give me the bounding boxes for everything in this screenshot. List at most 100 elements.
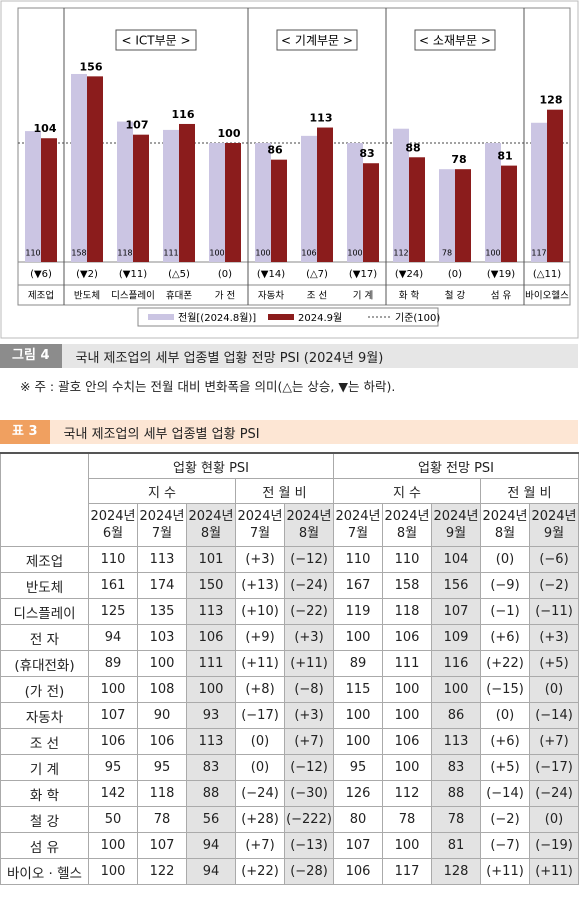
table-cell: 100 [333, 702, 383, 729]
period-year: 2024년 [482, 509, 528, 524]
table-cell: (+28) [235, 806, 285, 833]
table-cell: 94 [186, 858, 236, 885]
header-row: 업황 현황 PSI 업황 전망 PSI [0, 452, 579, 547]
change-label: (▼6) [30, 269, 52, 280]
bar [301, 135, 317, 262]
value-label: 83 [359, 147, 374, 160]
table-cell: (−12) [284, 754, 334, 781]
period-year: 2024년 [237, 509, 283, 524]
subgroup-header: 전 월 비 [235, 478, 334, 504]
period-header: 2024년 8월 [284, 503, 334, 547]
section-label: < 소재부문 > [419, 34, 491, 48]
table-cell: 109 [431, 624, 481, 651]
table-cell: 174 [137, 572, 187, 599]
table-cell: (0) [480, 546, 530, 573]
table-cell: 107 [137, 832, 187, 859]
table-cell: (−24) [235, 780, 285, 807]
value-label: 81 [497, 150, 512, 163]
table-cell: (+3) [284, 624, 334, 651]
table-cell: 106 [88, 728, 138, 755]
category-label: 철 강 [445, 291, 466, 302]
period-month: 7월 [151, 526, 173, 541]
category-label: 반도체 [74, 291, 100, 302]
period-year: 2024년 [433, 509, 479, 524]
table-cell: 107 [88, 702, 138, 729]
bar [41, 138, 57, 262]
legend-label: 전월[(2024.8월)] [178, 312, 256, 324]
table-cell: 103 [137, 624, 187, 651]
row-label: (가 전) [0, 676, 89, 703]
period-year: 2024년 [335, 509, 381, 524]
bar-base-label: 111 [163, 249, 178, 258]
section-box [115, 29, 197, 51]
table-cell: (−24) [529, 780, 579, 807]
table-cell: 111 [382, 650, 432, 677]
table-cell: 50 [88, 806, 138, 833]
table-cell: 83 [431, 754, 481, 781]
bar-base-label: 118 [117, 249, 132, 258]
table-row: 바이오 · 헬스 100 122 94 (+22) (−28) 106 117 128 (+11)… [0, 858, 579, 885]
category-label: 휴대폰 [166, 291, 192, 302]
bar-base-label: 106 [301, 249, 316, 258]
bar-base-label: 158 [71, 249, 86, 258]
legend-swatch [268, 314, 294, 320]
value-label: 116 [172, 108, 195, 121]
table-cell: 118 [137, 780, 187, 807]
change-label: (▼2) [76, 269, 98, 280]
bar-base-label: 100 [347, 249, 362, 258]
table-cell: (+8) [235, 676, 285, 703]
table-cell: 81 [431, 832, 481, 859]
change-label: (0) [448, 269, 462, 280]
table-cell: (−9) [480, 572, 530, 599]
table-cell: (−14) [480, 780, 530, 807]
table-caption: 표 3 국내 제조업의 세부 업종별 업황 PSI [0, 420, 578, 444]
table-cell: 113 [186, 728, 236, 755]
legend-swatch [148, 314, 174, 320]
table-cell: 94 [88, 624, 138, 651]
table-cell: 128 [431, 858, 481, 885]
row-label: 철 강 [0, 806, 89, 833]
table-cell: (−12) [284, 546, 334, 573]
table-cell: 110 [382, 546, 432, 573]
table-cell: 78 [431, 806, 481, 833]
category-label: 가 전 [215, 291, 236, 302]
bar [455, 169, 471, 262]
table-cell: (−22) [284, 598, 334, 625]
table-cell: 101 [186, 546, 236, 573]
table-cell: 93 [186, 702, 236, 729]
bar [439, 169, 455, 262]
period-year: 2024년 [188, 509, 234, 524]
table-cell: (+3) [284, 702, 334, 729]
table-cell: (+9) [235, 624, 285, 651]
bar [531, 122, 547, 263]
note: ※ 주 : 괄호 안의 수치는 전월 대비 변화폭을 의미(△는 상승, ▼는 … [20, 379, 396, 394]
table-cell: 122 [137, 858, 187, 885]
change-label: (△7) [306, 269, 328, 280]
table-cell: (+6) [480, 624, 530, 651]
period-header: 2024년 8월 [382, 503, 432, 547]
table-cell: (+3) [235, 546, 285, 573]
table-cell: 110 [333, 546, 383, 573]
figure-caption: 그림 4 국내 제조업의 세부 업종별 업황 전망 PSI (2024년 9월) [0, 344, 578, 368]
table-cell: 100 [333, 728, 383, 755]
change-label: (▼14) [257, 269, 285, 280]
row-label: 기 계 [0, 754, 89, 781]
bar-base-label: 117 [531, 249, 546, 258]
category-label: 섬 유 [491, 291, 512, 302]
table-cell: 100 [88, 832, 138, 859]
bar [163, 129, 179, 262]
table-row: 디스플레이 125 135 113 (+10) (−22) 119 118 107 (−1) (−1… [0, 598, 579, 625]
value-label: 78 [451, 153, 466, 166]
table-cell: (0) [529, 806, 579, 833]
change-label: (▼11) [119, 269, 147, 280]
table-title: 국내 제조업의 세부 업종별 업황 PSI [63, 426, 260, 442]
legend-label: 2024.9월 [298, 312, 342, 324]
table-row: (휴대전화) 89 100 111 (+11) (+11) 89 111 116 (+22) (+5… [0, 650, 579, 677]
change-label: (▼19) [487, 269, 515, 280]
change-label: (0) [218, 269, 232, 280]
row-label: (휴대전화) [0, 650, 89, 677]
section-box [276, 29, 358, 51]
bar [71, 73, 87, 262]
